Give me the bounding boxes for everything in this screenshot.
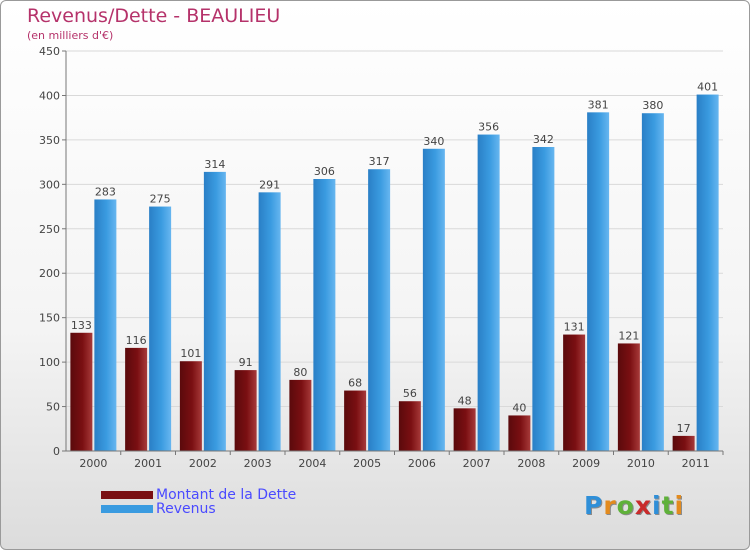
legend-label-debt: Montant de la Dette	[156, 487, 297, 503]
bar-debt-2004	[289, 379, 312, 451]
value-label-revenue-2004: 306	[314, 165, 335, 178]
x-tick-label-2007: 2007	[463, 457, 491, 470]
value-label-debt-2008: 40	[512, 401, 526, 414]
logo-letter: i	[652, 491, 662, 520]
y-tick-label: 0	[53, 445, 60, 458]
bar-debt-2006	[398, 401, 421, 451]
value-label-revenue-2009: 381	[588, 98, 609, 111]
bar-revenue-2000	[94, 199, 117, 451]
x-tick-label-2005: 2005	[353, 457, 381, 470]
bar-revenue-2010	[641, 113, 664, 451]
bar-revenue-2011	[696, 94, 719, 452]
logo-letter: i	[674, 491, 685, 520]
y-tick-label: 250	[39, 223, 60, 236]
bar-revenue-2006	[422, 148, 445, 451]
value-label-revenue-2001: 275	[150, 193, 171, 206]
bar-revenue-2004	[313, 179, 336, 451]
value-label-debt-2001: 116	[126, 334, 147, 347]
x-tick-label-2009: 2009	[572, 457, 600, 470]
x-tick-label-2008: 2008	[517, 457, 545, 470]
y-tick-label: 50	[46, 401, 60, 414]
bar-revenue-2001	[149, 206, 172, 451]
legend-swatch-debt	[101, 491, 153, 499]
value-label-revenue-2008: 342	[533, 133, 554, 146]
logo-letter: r	[603, 491, 617, 520]
value-label-debt-2007: 48	[458, 394, 472, 407]
value-label-debt-2002: 101	[180, 347, 201, 360]
bar-debt-2007	[453, 408, 476, 451]
proxiti-logo: Proxiti	[584, 491, 684, 520]
value-label-revenue-2003: 291	[259, 178, 280, 191]
chart-subtitle: (en milliers d'€)	[27, 29, 114, 42]
logo-letter: t	[661, 491, 675, 520]
bar-debt-2009	[563, 334, 586, 451]
value-label-revenue-2000: 283	[95, 185, 116, 198]
value-label-debt-2004: 80	[293, 366, 307, 379]
value-label-revenue-2005: 317	[369, 155, 390, 168]
bar-debt-2000	[70, 332, 93, 451]
value-label-revenue-2010: 380	[642, 99, 663, 112]
value-label-debt-2011: 17	[677, 422, 691, 435]
value-label-revenue-2006: 340	[423, 135, 444, 148]
x-tick-label-2011: 2011	[682, 457, 710, 470]
value-label-revenue-2002: 314	[204, 158, 225, 171]
y-tick-label: 350	[39, 134, 60, 147]
logo-letter: P	[584, 491, 604, 520]
bar-debt-2011	[672, 435, 695, 451]
bar-revenue-2008	[532, 147, 555, 451]
x-tick-label-2010: 2010	[627, 457, 655, 470]
x-tick-label-2002: 2002	[189, 457, 217, 470]
x-tick-label-2000: 2000	[79, 457, 107, 470]
bar-revenue-2003	[258, 192, 281, 452]
logo-letter: x	[634, 491, 652, 520]
x-tick-label-2003: 2003	[244, 457, 272, 470]
bar-debt-2010	[617, 343, 640, 451]
legend-item-debt: Montant de la Dette	[101, 487, 321, 503]
chart-title: Revenus/Dette - BEAULIEU	[27, 5, 281, 27]
logo-letter: o	[616, 491, 635, 520]
value-label-revenue-2007: 356	[478, 121, 499, 134]
value-label-debt-2010: 121	[618, 329, 639, 342]
bar-debt-2003	[234, 370, 257, 451]
x-tick-label-2006: 2006	[408, 457, 436, 470]
y-tick-label: 450	[39, 45, 60, 58]
y-tick-label: 100	[39, 356, 60, 369]
value-label-debt-2006: 56	[403, 387, 417, 400]
value-label-debt-2005: 68	[348, 377, 362, 390]
y-tick-label: 150	[39, 312, 60, 325]
bar-debt-2001	[125, 347, 148, 451]
bar-revenue-2002	[203, 171, 226, 451]
bar-revenue-2005	[368, 169, 391, 451]
legend-label-revenue: Revenus	[156, 501, 216, 517]
bar-revenue-2009	[587, 112, 610, 451]
bar-debt-2008	[508, 415, 531, 451]
value-label-debt-2003: 91	[239, 356, 253, 369]
x-tick-label-2004: 2004	[298, 457, 326, 470]
bar-debt-2002	[179, 361, 202, 451]
y-tick-label: 200	[39, 267, 60, 280]
value-label-revenue-2011: 401	[697, 81, 718, 94]
y-tick-label: 300	[39, 178, 60, 191]
legend-swatch-revenue	[101, 505, 153, 513]
value-label-debt-2000: 133	[71, 319, 92, 332]
bar-revenue-2007	[477, 134, 500, 452]
y-tick-label: 400	[39, 89, 60, 102]
x-tick-label-2001: 2001	[134, 457, 162, 470]
bar-debt-2005	[344, 390, 367, 451]
legend-item-revenue: Revenus	[101, 501, 321, 517]
value-label-debt-2009: 131	[564, 321, 585, 334]
